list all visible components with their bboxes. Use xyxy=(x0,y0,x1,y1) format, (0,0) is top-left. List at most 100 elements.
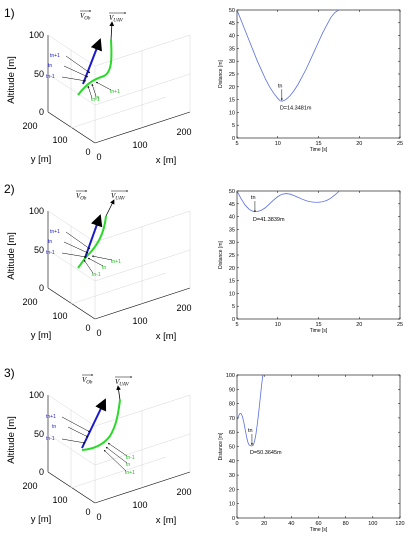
z-tick-label: 0 xyxy=(39,283,44,293)
y-tick-label: 60 xyxy=(229,430,235,436)
uav-time-label: tn-1 xyxy=(91,97,100,103)
y-axis-label: Distance [m] xyxy=(218,60,224,88)
y-axis-line xyxy=(47,287,96,320)
grid-mid-y xyxy=(70,226,167,305)
distance-series-line xyxy=(237,10,340,102)
obstacle-time-label: tn-1 xyxy=(46,250,55,256)
y-tick-label: 5 xyxy=(232,304,235,310)
subscript: UAV xyxy=(115,197,125,202)
uav-velocity-label: VUAV xyxy=(115,378,130,388)
y-tick-label: 200 xyxy=(22,121,37,131)
x-axis-label: x [m] xyxy=(156,331,177,342)
y-tick-label: 50 xyxy=(229,8,235,14)
grid-mid-z xyxy=(47,433,191,466)
x-tick-label: 20 xyxy=(356,141,362,147)
x-axis-label: x [m] xyxy=(156,515,177,526)
distance-series-line xyxy=(237,375,264,447)
y-tick-label: 25 xyxy=(229,72,235,78)
z-tick-label: 50 xyxy=(34,69,44,79)
uav-time-label: tn+1 xyxy=(110,89,120,95)
annotation-text: D=14.3481m xyxy=(280,105,312,111)
x-tick-label: 120 xyxy=(395,521,404,527)
annotation-marker-label: tn xyxy=(251,195,256,201)
x-tick-label: 0 xyxy=(235,521,238,527)
z-axis-label: Altitude [m] xyxy=(6,416,17,464)
x-axis-line xyxy=(94,111,191,144)
uav-velocity-arrow xyxy=(116,385,121,401)
uav-time-label: tn xyxy=(95,95,99,101)
y-tick-label: 50 xyxy=(229,445,235,451)
y-tick-label: 10 xyxy=(229,502,235,508)
uav-velocity-arrow xyxy=(105,199,115,217)
x-tick-label: 25 xyxy=(397,141,403,147)
uav-trajectory xyxy=(77,39,113,96)
plot-area xyxy=(236,374,401,519)
time-pointer xyxy=(67,426,89,438)
y-axis-label: Distance [m] xyxy=(218,241,224,269)
obstacle-velocity-label: VOb xyxy=(80,12,91,22)
x-axis-label: Time [s] xyxy=(310,328,328,334)
x-tick-label: 100 xyxy=(132,316,147,326)
y-tick-label: 35 xyxy=(229,227,235,233)
x-tick-label: 15 xyxy=(315,141,321,147)
y-axis-line xyxy=(47,471,96,504)
x-tick-label: 200 xyxy=(176,127,191,137)
x-tick-label: 0 xyxy=(96,152,101,162)
annotation-marker-label: tn xyxy=(248,428,253,434)
y-tick-label: 0 xyxy=(232,317,235,323)
box-back-edges xyxy=(47,34,191,112)
uav-time-label: tn-1 xyxy=(126,455,135,461)
y-axis-label: y [m] xyxy=(31,514,52,525)
obstacle-time-label: tn-1 xyxy=(46,74,55,80)
obstacle-trajectory xyxy=(81,398,107,449)
annotation-text: D=41.3839m xyxy=(253,217,285,223)
time-pointer xyxy=(63,65,89,78)
y-tick-label: 200 xyxy=(22,297,37,307)
subscript: Ob xyxy=(80,197,87,202)
x-axis-label: Time [s] xyxy=(310,147,328,153)
x-tick-label: 25 xyxy=(397,322,403,328)
box-back-edges xyxy=(47,394,191,472)
y-tick-label: 30 xyxy=(229,473,235,479)
plot-area xyxy=(236,190,401,320)
annotation-marker-label: tn xyxy=(278,83,283,89)
time-pointer xyxy=(63,241,89,254)
x-tick-label: 20 xyxy=(261,521,267,527)
y-tick-label: 10 xyxy=(229,291,235,297)
y-axis-label: Distance [m] xyxy=(218,432,224,460)
y-tick-label: 5 xyxy=(232,123,235,129)
z-axis-label: Altitude [m] xyxy=(6,232,17,280)
x-tick-label: 5 xyxy=(235,141,238,147)
y-tick-label: 15 xyxy=(229,279,235,285)
subscript: Ob xyxy=(86,381,93,386)
y-tick-label: 0 xyxy=(85,147,90,157)
time-pointer xyxy=(87,85,93,99)
y-tick-label: 100 xyxy=(52,495,67,505)
x-axis-label: x [m] xyxy=(156,155,177,166)
uav-time-label: tn+1 xyxy=(125,470,135,476)
y-tick-label: 30 xyxy=(229,240,235,246)
time-pointer xyxy=(65,55,91,74)
grid-mid-z xyxy=(47,73,191,106)
time-pointer xyxy=(61,76,87,82)
x-tick-label: 15 xyxy=(315,322,321,328)
y-tick-label: 45 xyxy=(229,21,235,27)
y-tick-label: 15 xyxy=(229,98,235,104)
x-tick-label: 10 xyxy=(275,322,281,328)
y-tick-label: 0 xyxy=(85,323,90,333)
uav-trajectory xyxy=(81,399,121,451)
annotation-text: D=50.3645m xyxy=(250,450,282,456)
obstacle-trajectory xyxy=(84,214,103,259)
obstacle-time-label: tn xyxy=(48,239,52,245)
y-tick-label: 45 xyxy=(229,202,235,208)
obstacle-velocity-label: VOb xyxy=(76,192,87,202)
y-tick-label: 90 xyxy=(229,387,235,393)
obstacle-time-label: tn+1 xyxy=(50,229,60,235)
uav-velocity-label: VUAV xyxy=(111,192,126,202)
y-tick-label: 10 xyxy=(229,110,235,116)
